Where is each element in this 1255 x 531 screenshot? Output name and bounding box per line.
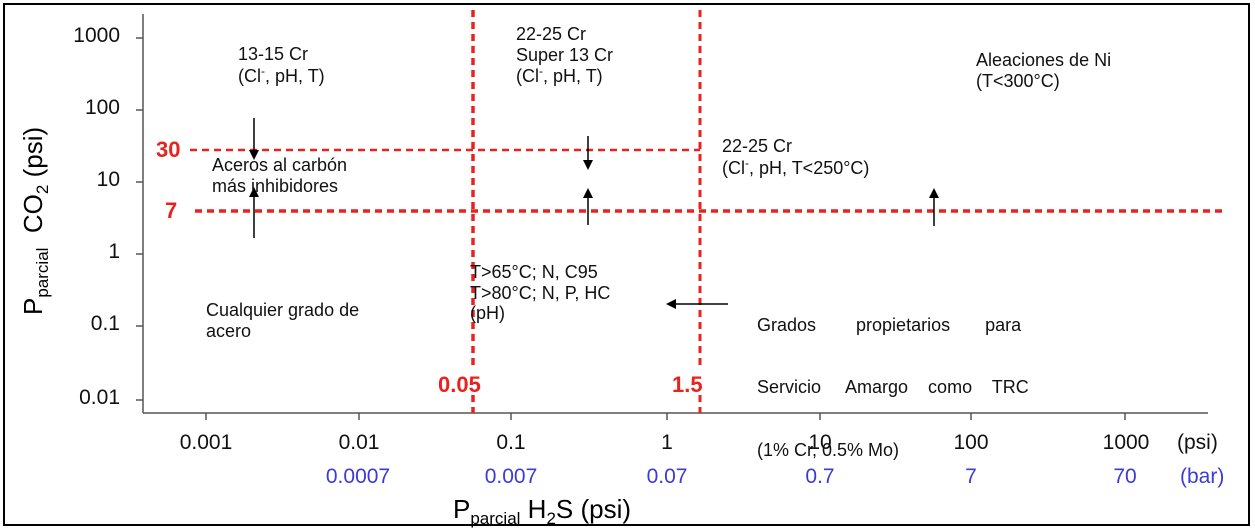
region-22-25-cr-t250: 22-25 Cr (Cl-, pH, T<250°C) — [722, 136, 869, 178]
x-tick-label-psi: 0.01 — [338, 431, 380, 454]
region-line: 22-25 Cr — [516, 24, 587, 44]
region-text: (Cl — [722, 157, 745, 178]
x-axis-title-sub: parcial — [470, 509, 521, 529]
region-line: (pH) — [470, 303, 505, 324]
x-tick-label-bar: 0.0007 — [325, 465, 391, 488]
region-line: Super 13 Cr — [516, 44, 614, 65]
region-text: , pH, T) — [265, 65, 325, 86]
region-grados-propietarios: Grados propietarios para Servicio Amargo… — [757, 274, 1029, 481]
y-tick-label: 100 — [84, 96, 120, 119]
region-sup: - — [745, 155, 749, 170]
y-tick-label: 0.1 — [90, 312, 120, 335]
region-sup: - — [539, 64, 543, 79]
region-text: (Cl — [238, 65, 261, 86]
x-tick-label-bar: 0.7 — [805, 465, 835, 488]
y-axis-title-text: CO — [18, 194, 48, 248]
region-text: , pH, T) — [543, 66, 603, 87]
region-line: T>80°C; N, P, HC — [470, 282, 611, 303]
region-text: (Cl — [516, 66, 539, 87]
x-tick-label-bar: 0.07 — [646, 465, 688, 488]
region-line: (1% Cr, 0.5% Mo) — [757, 439, 900, 460]
diagram-frame — [3, 3, 1250, 526]
region-line: Grados propietarios para — [757, 315, 1022, 336]
y-axis-title-text: P — [18, 297, 48, 315]
region-aleaciones-ni: Aleaciones de Ni (T<300°C) — [976, 50, 1111, 91]
x-tick-label-psi: 1000 — [1102, 431, 1150, 454]
region-line: 22-25 Cr — [722, 136, 793, 156]
y-tick-label: 1000 — [73, 24, 120, 47]
y-tick-label: 1 — [108, 240, 120, 263]
x-axis-title-text: P — [453, 494, 471, 524]
region-line: 13-15 Cr — [238, 44, 309, 64]
x-tick-label-psi: 0.001 — [179, 431, 233, 454]
h2s-threshold-005-label: 0.05 — [438, 372, 481, 397]
co2-threshold-30-label: 30 — [156, 137, 181, 162]
region-line: T>65°C; N, C95 — [470, 262, 598, 282]
x-axis-title-text: S (psi) — [555, 494, 632, 524]
x-tick-label-psi: 0.1 — [496, 431, 526, 454]
x-tick-label-psi: 1 — [661, 431, 673, 454]
region-sup: - — [261, 63, 265, 78]
x-tick-label-psi: 100 — [953, 431, 989, 454]
region-line: Aceros al carbón — [212, 155, 348, 175]
x-unit-psi: (psi) — [1177, 431, 1218, 454]
y-axis-title-text: (psi) — [18, 126, 48, 185]
region-line: (Cl-, pH, T<250°C) — [722, 155, 870, 179]
y-axis-title-sub: parcial — [33, 247, 53, 298]
region-line: Servicio Amargo como TRC — [757, 377, 1029, 398]
co2-threshold-7-label: 7 — [165, 198, 178, 223]
y-tick-label: 0.01 — [79, 386, 120, 409]
region-t65-t80: T>65°C; N, C95 T>80°C; N, P, HC (pH) — [470, 262, 610, 324]
y-tick-label: 10 — [96, 168, 120, 191]
x-tick-label-bar: 0.007 — [484, 465, 538, 488]
x-axis-title-sub: 2 — [546, 509, 556, 529]
region-aceros-carbon: Aceros al carbón más inhibidores — [212, 155, 347, 196]
region-13-15-cr: 13-15 Cr (Cl-, pH, T) — [238, 44, 325, 86]
region-line: Cualquier grado de — [206, 300, 360, 320]
region-22-25-cr-super-13: 22-25 Cr Super 13 Cr (Cl-, pH, T) — [516, 24, 613, 87]
y-axis-title-sub: 2 — [33, 184, 53, 195]
x-unit-bar: (bar) — [1180, 465, 1225, 488]
region-line: (T<300°C) — [976, 70, 1060, 91]
y-axis-title: Pparcial CO2 (psi) — [18, 127, 53, 315]
region-line: (Cl-, pH, T) — [238, 63, 325, 87]
x-axis-title-text: H — [520, 494, 547, 524]
region-line: Aleaciones de Ni — [976, 50, 1112, 70]
region-line: acero — [206, 320, 252, 341]
region-cualquier-grado: Cualquier grado de acero — [206, 300, 359, 341]
x-axis-title: Pparcial H2S (psi) — [453, 494, 631, 529]
region-text: , pH, T<250°C) — [749, 157, 870, 178]
x-tick-label-bar: 7 — [965, 465, 977, 488]
x-tick-label-bar: 70 — [1113, 465, 1137, 488]
x-tick-label-psi: 10 — [808, 431, 832, 454]
region-line: más inhibidores — [212, 175, 339, 196]
h2s-threshold-15-label: 1.5 — [672, 372, 703, 397]
region-line: (Cl-, pH, T) — [516, 64, 613, 87]
